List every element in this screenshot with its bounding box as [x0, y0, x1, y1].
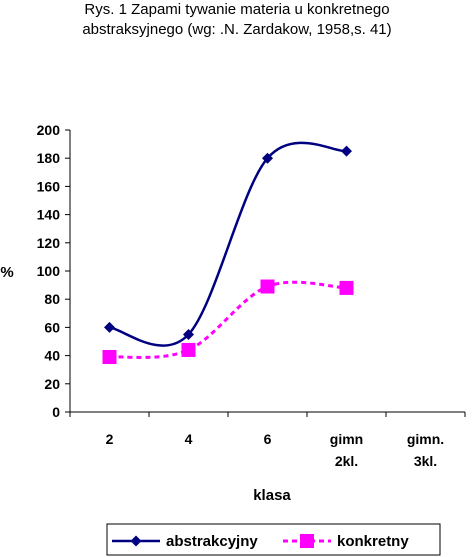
legend-label-konkretny: konkretny	[337, 533, 409, 550]
x-tick-label: 2	[106, 431, 114, 447]
series-line-konkretny	[109, 280, 347, 359]
y-tick-label: 80	[44, 291, 60, 307]
legend-items: abstrakcyjny konkretny	[112, 533, 409, 550]
data-point-abstrakcyjny	[341, 145, 352, 157]
x-tick-label: 4	[185, 431, 193, 447]
series-line-abstrakcyjny	[109, 141, 347, 347]
x-axis-ticks: 2 4 6 gimn 2kl. gimn. 3kl.	[69, 412, 466, 469]
x-tick-label: 2kl.	[335, 453, 358, 469]
y-tick-label: 60	[44, 319, 60, 335]
data-point-abstrakcyjny	[183, 328, 194, 340]
data-point-konkretny	[260, 279, 275, 294]
x-tick-label: gimn.	[407, 431, 444, 447]
y-tick-label: 180	[37, 150, 61, 166]
x-axis-title: klasa	[253, 487, 291, 504]
series-layer	[102, 141, 354, 365]
y-axis-ticks: 0 20 40 60 80 100 120 140 160 180 200	[37, 122, 70, 420]
chart-title-line-1: Rys. 1 Zapami tywanie materia u konkretn…	[84, 1, 389, 18]
legend-marker-abstrakcyjny	[130, 535, 142, 547]
y-tick-label: 40	[44, 348, 60, 364]
legend-label-abstrakcyjny: abstrakcyjny	[166, 533, 258, 550]
data-point-abstrakcyjny	[104, 321, 115, 333]
x-tick-label: gimn	[330, 431, 363, 447]
legend-marker-konkretny	[300, 534, 314, 548]
y-tick-label: 100	[37, 263, 61, 279]
y-tick-label: 120	[37, 235, 61, 251]
y-tick-label: 140	[37, 207, 61, 223]
x-tick-label: 3kl.	[414, 453, 437, 469]
y-tick-label: 0	[52, 404, 60, 420]
data-point-konkretny	[181, 342, 196, 357]
legend: abstrakcyjny konkretny	[106, 523, 441, 556]
y-axis-title: %	[0, 264, 13, 281]
chart-title-line-2: abstraksyjnego (wg: .N. Zardakow, 1958,s…	[82, 21, 391, 38]
x-tick-label: 6	[264, 431, 272, 447]
data-point-konkretny	[102, 350, 117, 365]
series-konkretny	[102, 279, 354, 365]
y-tick-label: 160	[37, 178, 61, 194]
y-tick-label: 20	[44, 376, 60, 392]
data-point-konkretny	[339, 280, 354, 295]
y-tick-label: 200	[37, 122, 61, 138]
legend-box	[106, 523, 441, 556]
series-abstrakcyjny	[104, 141, 352, 347]
data-point-abstrakcyjny	[262, 152, 273, 164]
